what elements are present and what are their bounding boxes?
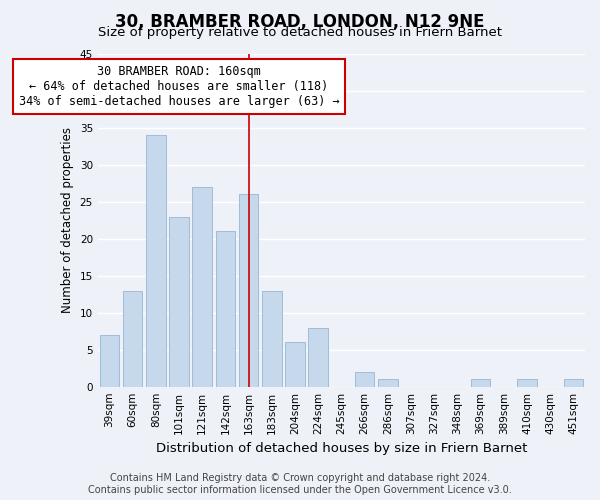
Text: Size of property relative to detached houses in Friern Barnet: Size of property relative to detached ho… <box>98 26 502 39</box>
Bar <box>169 216 189 386</box>
Bar <box>146 136 166 386</box>
X-axis label: Distribution of detached houses by size in Friern Barnet: Distribution of detached houses by size … <box>156 442 527 455</box>
Bar <box>355 372 374 386</box>
Bar <box>563 380 583 386</box>
Bar <box>193 187 212 386</box>
Text: 30 BRAMBER ROAD: 160sqm
← 64% of detached houses are smaller (118)
34% of semi-d: 30 BRAMBER ROAD: 160sqm ← 64% of detache… <box>19 65 340 108</box>
Bar <box>123 290 142 386</box>
Bar <box>262 290 281 386</box>
Text: Contains HM Land Registry data © Crown copyright and database right 2024.
Contai: Contains HM Land Registry data © Crown c… <box>88 474 512 495</box>
Bar <box>378 380 398 386</box>
Bar <box>285 342 305 386</box>
Bar <box>239 194 259 386</box>
Bar <box>100 335 119 386</box>
Bar <box>471 380 490 386</box>
Bar <box>308 328 328 386</box>
Bar <box>517 380 537 386</box>
Y-axis label: Number of detached properties: Number of detached properties <box>61 128 74 314</box>
Bar <box>215 232 235 386</box>
Text: 30, BRAMBER ROAD, LONDON, N12 9NE: 30, BRAMBER ROAD, LONDON, N12 9NE <box>115 12 485 30</box>
